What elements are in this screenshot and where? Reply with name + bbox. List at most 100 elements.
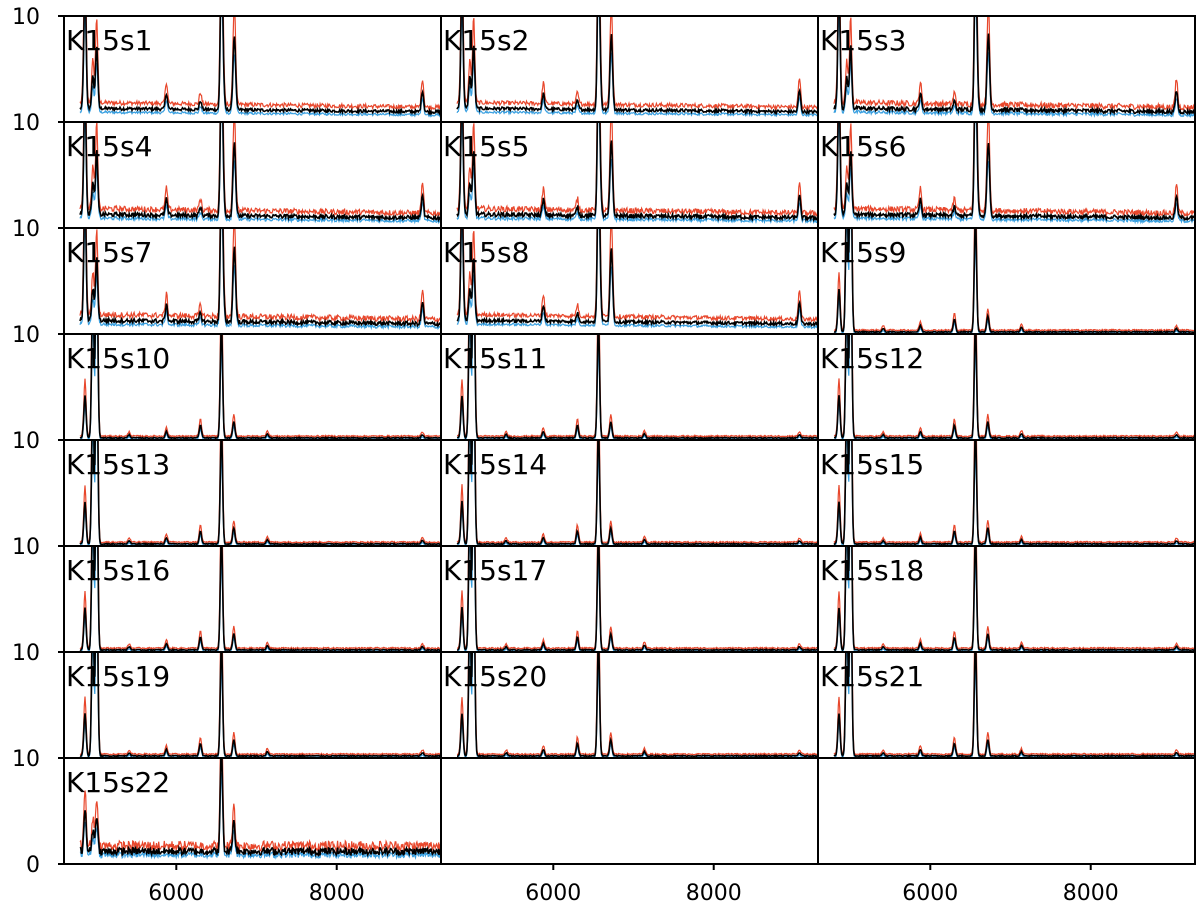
panel-label: K15s4 [66, 130, 152, 163]
panel: K15s9 [817, 227, 1196, 335]
series-upper-line [79, 546, 441, 651]
series-upper-line [833, 546, 1195, 651]
series-lower-line [833, 122, 1195, 225]
series-main-line [457, 546, 818, 652]
x-tick-label: 6000 [525, 881, 581, 906]
panel: K15s20 [440, 651, 819, 759]
series-main-line [833, 122, 1195, 223]
series-main-line [79, 16, 441, 116]
panel-label: K15s11 [443, 342, 547, 375]
panel-label: K15s7 [66, 236, 152, 269]
series-main-line [833, 16, 1195, 117]
series-upper-line [79, 652, 441, 757]
series-main-line [79, 440, 441, 546]
series-upper-line [79, 122, 441, 218]
series-main-line [79, 334, 441, 440]
y-tick-label: 10 [12, 217, 40, 242]
x-tick-label: 8000 [686, 881, 742, 906]
panel-label: K15s1 [66, 24, 152, 57]
panel: K15s17 [440, 545, 819, 653]
panel [817, 757, 1196, 865]
panel-label: K15s8 [443, 236, 529, 269]
panel-label: K15s5 [443, 130, 529, 163]
y-tick-label: 10 [12, 111, 40, 136]
y-tick-label: 10 [12, 5, 40, 30]
series-upper-line [456, 16, 818, 111]
panel: K15s21 [817, 651, 1196, 759]
panel: K15s3 [817, 15, 1196, 123]
panel-label: K15s2 [443, 24, 529, 57]
series-lower-line [79, 16, 441, 118]
series-lower-line [456, 228, 818, 330]
series-main-line [457, 652, 818, 758]
series-main-line [456, 334, 818, 440]
x-tick-label: 6000 [902, 881, 958, 906]
series-upper-line [456, 122, 818, 218]
series-main-line [456, 228, 818, 328]
series-upper-line [79, 334, 441, 439]
panel-frame [817, 757, 1196, 865]
series-main-line [79, 228, 441, 328]
series-upper-line [833, 228, 1195, 333]
series-upper-line [833, 122, 1195, 218]
series-upper-line [79, 758, 441, 853]
series-main-line [456, 16, 818, 116]
panel [440, 757, 819, 865]
series-upper-line [833, 16, 1195, 113]
y-tick-label: 0 [26, 853, 40, 878]
panel-frame [440, 757, 819, 865]
series-main-line [79, 122, 441, 223]
series-main-line [79, 546, 441, 652]
x-tick-label: 8000 [1063, 881, 1119, 906]
panel: K15s18 [817, 545, 1196, 653]
series-main-line [833, 546, 1195, 652]
series-lower-line [456, 16, 818, 118]
y-tick-label: 10 [12, 641, 40, 666]
panel-label: K15s22 [66, 766, 170, 799]
series-upper-line [833, 652, 1195, 756]
panel: K15s14 [440, 439, 819, 547]
series-main-line [834, 334, 1195, 440]
series-main-line [833, 440, 1195, 546]
panel-label: K15s12 [820, 342, 924, 375]
series-lower-line [79, 228, 441, 331]
y-tick-label: 10 [12, 429, 40, 454]
panel: K15s15 [817, 439, 1196, 547]
series-upper-line [79, 440, 441, 544]
y-tick-label: 10 [12, 323, 40, 348]
panel-label: K15s9 [820, 236, 906, 269]
series-main-line [79, 652, 441, 758]
series-upper-line [457, 652, 818, 757]
series-lower-line [833, 16, 1195, 119]
series-upper-line [79, 228, 441, 325]
series-lower-line [79, 772, 441, 861]
series-lower-line [79, 122, 441, 225]
panel-label: K15s17 [443, 554, 547, 587]
series-upper-line [456, 440, 818, 545]
panel-label: K15s16 [66, 554, 170, 587]
series-upper-line [79, 16, 441, 112]
panel: K15s22 [63, 757, 442, 865]
series-upper-line [833, 440, 1195, 545]
x-tick-label: 6000 [148, 881, 204, 906]
panel-label: K15s10 [66, 342, 170, 375]
panel-label: K15s21 [820, 660, 924, 693]
panel: K15s6 [817, 121, 1196, 229]
series-upper-line [457, 546, 818, 650]
series-main-line [79, 758, 441, 858]
panel-label: K15s14 [443, 448, 547, 481]
series-upper-line [456, 228, 818, 323]
panel-label: K15s18 [820, 554, 924, 587]
x-tick-label: 8000 [309, 881, 365, 906]
series-main-line [833, 228, 1195, 334]
series-upper-line [457, 334, 818, 438]
panel-label: K15s19 [66, 660, 170, 693]
y-tick-label: 10 [12, 747, 40, 772]
series-main-line [456, 122, 818, 223]
panel-label: K15s13 [66, 448, 170, 481]
panel-label: K15s20 [443, 660, 547, 693]
panel: K15s19 [63, 651, 442, 759]
panel-label: K15s3 [820, 24, 906, 57]
panel: K15s1 [63, 15, 442, 123]
